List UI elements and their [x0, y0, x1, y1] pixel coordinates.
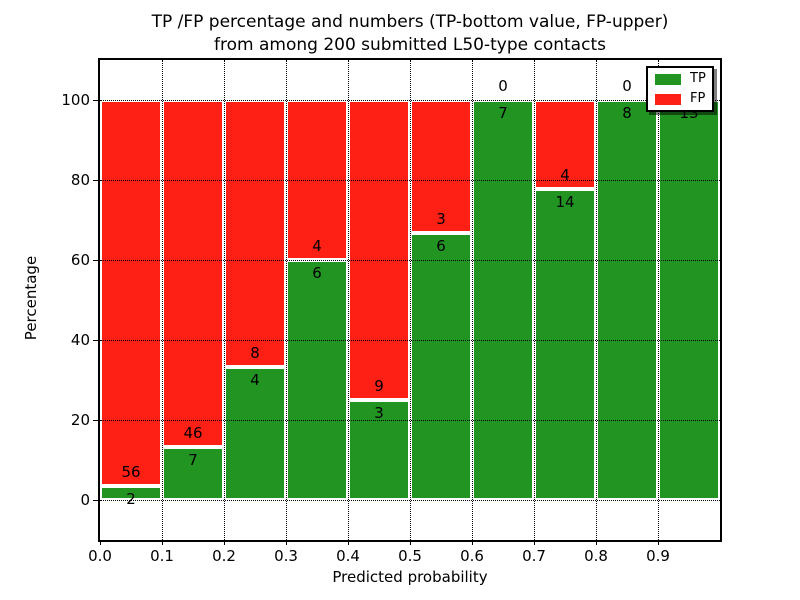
x-tick-mark	[471, 540, 473, 545]
tp-count-label: 14	[555, 192, 575, 211]
fp-count-label: 0	[622, 77, 632, 95]
x-tick-label: 0.2	[212, 547, 236, 565]
y-tick-label: 0	[80, 491, 90, 509]
chart-title-line1: TP /FP percentage and numbers (TP-bottom…	[151, 12, 669, 32]
x-tick-mark	[223, 540, 225, 545]
v-gridline	[472, 60, 473, 540]
fp-count-label: 0	[498, 77, 508, 95]
bar-segment-tp	[348, 400, 410, 500]
y-tick-label: 20	[70, 411, 90, 429]
x-tick-label: 0.8	[584, 547, 608, 565]
v-gridline	[348, 60, 349, 540]
v-gridline	[410, 60, 411, 540]
x-tick-mark	[347, 540, 349, 545]
v-gridline	[658, 60, 659, 540]
fp-count-label: 8	[250, 343, 260, 362]
fp-count-label: 4	[560, 165, 570, 184]
fp-count-label: 9	[374, 377, 384, 395]
bar-segment-fp	[534, 100, 596, 189]
x-tick-mark	[533, 540, 535, 545]
bar-segment-fp	[162, 100, 224, 448]
legend-label-tp: TP	[690, 71, 706, 86]
legend-row-tp: TP	[655, 71, 706, 86]
y-tick-label: 80	[70, 171, 90, 189]
x-tick-label: 0.9	[646, 547, 670, 565]
tp-count-label: 6	[436, 237, 446, 256]
tp-count-label: 6	[312, 264, 322, 282]
x-tick-mark	[657, 540, 659, 545]
bar-segment-fp	[348, 100, 410, 400]
x-axis-label: Predicted probability	[332, 568, 488, 586]
bar-segment-tp	[472, 100, 534, 500]
bar-segment-tp	[100, 486, 162, 500]
y-tick-mark	[93, 179, 98, 181]
y-tick-mark	[93, 499, 98, 501]
x-tick-label: 0.0	[88, 547, 112, 565]
bar-segment-tp	[162, 447, 224, 500]
x-tick-mark	[99, 540, 101, 545]
x-tick-mark	[409, 540, 411, 545]
x-tick-mark	[285, 540, 287, 545]
y-tick-label: 60	[70, 251, 90, 269]
v-gridline	[286, 60, 287, 540]
tp-count-label: 2	[126, 490, 136, 509]
v-gridline	[162, 60, 163, 540]
tp-count-label: 8	[622, 104, 632, 122]
y-tick-mark	[93, 339, 98, 341]
tp-swatch-icon	[655, 73, 681, 85]
tp-count-label: 4	[250, 370, 260, 389]
y-tick-mark	[93, 99, 98, 101]
fp-swatch-icon	[655, 93, 681, 105]
bar-segment-fp	[410, 100, 472, 234]
fp-count-label: 56	[121, 463, 141, 482]
tp-count-label: 3	[374, 404, 384, 422]
bar-segment-fp	[100, 100, 162, 487]
y-tick-mark	[93, 419, 98, 421]
fp-count-label: 46	[183, 424, 203, 443]
tp-count-label: 7	[498, 104, 508, 122]
fp-count-label: 3	[436, 210, 446, 229]
x-tick-label: 0.7	[522, 547, 546, 565]
bar-segment-tp	[410, 233, 472, 500]
x-tick-label: 0.4	[336, 547, 360, 565]
x-tick-label: 0.3	[274, 547, 298, 565]
plot-area: 562467844693360741408013	[98, 58, 722, 542]
x-tick-mark	[595, 540, 597, 545]
x-tick-label: 0.1	[150, 547, 174, 565]
bar-segment-tp	[658, 100, 720, 500]
legend: TP FP	[646, 66, 714, 112]
chart-title: TP /FP percentage and numbers (TP-bottom…	[100, 11, 720, 57]
v-gridline	[534, 60, 535, 540]
legend-row-fp: FP	[655, 92, 705, 106]
bar-segment-tp	[224, 366, 286, 500]
y-tick-label: 100	[61, 91, 90, 109]
x-tick-mark	[161, 540, 163, 545]
tp-count-label: 7	[188, 451, 198, 470]
chart-title-line2: from among 200 submitted L50-type contac…	[214, 35, 606, 55]
bar-segment-tp	[596, 100, 658, 500]
fp-count-label: 4	[312, 237, 322, 255]
x-tick-label: 0.5	[398, 547, 422, 565]
y-axis-label: Percentage	[22, 255, 41, 341]
v-gridline	[224, 60, 225, 540]
bar-segment-tp	[534, 188, 596, 500]
bar-segment-tp	[286, 260, 348, 500]
y-tick-label: 40	[70, 331, 90, 349]
y-tick-mark	[93, 259, 98, 261]
legend-label-fp: FP	[690, 91, 706, 106]
plot-inner: 562467844693360741408013	[100, 60, 720, 540]
v-gridline	[596, 60, 597, 540]
x-tick-label: 0.6	[460, 547, 484, 565]
bar-segment-fp	[224, 100, 286, 367]
